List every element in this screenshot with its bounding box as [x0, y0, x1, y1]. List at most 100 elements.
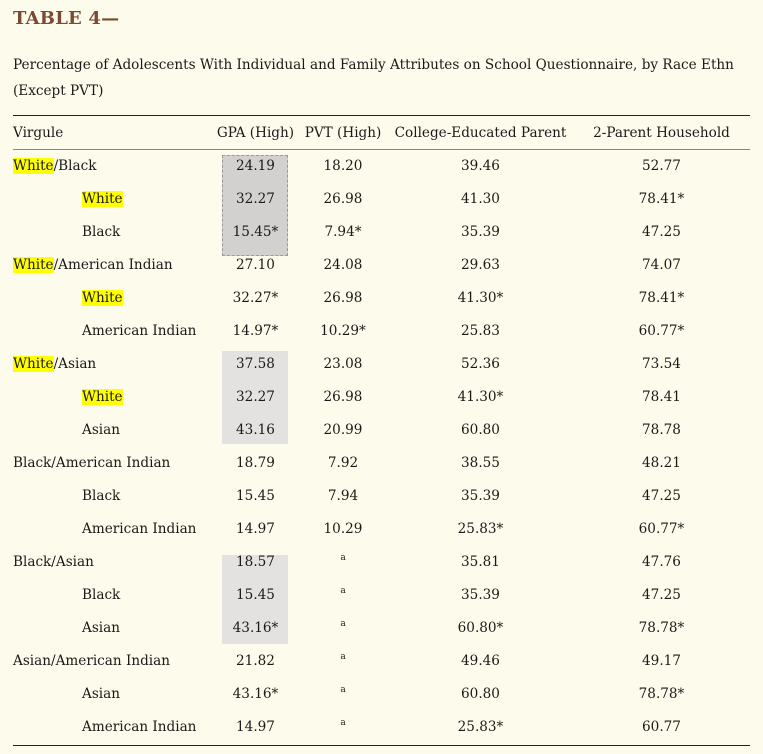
cell-pvt: a: [298, 578, 388, 611]
header-pvt: PVT (High): [304, 125, 382, 141]
cell-gpa: 14.97: [213, 512, 298, 545]
table-row: Asian 43.16* a 60.80 78.78*: [13, 677, 750, 710]
cell-pvt: 26.98: [298, 182, 388, 215]
header-virgule: Virgule: [13, 125, 64, 141]
cell-college-value: 41.30*: [457, 289, 504, 306]
cell-gpa: 21.82: [213, 644, 298, 677]
cell-college-value: 29.63: [461, 256, 500, 273]
cell-pvt-value: 10.29*: [320, 322, 366, 339]
row-label-text: Asian/American Indian: [13, 652, 171, 669]
cell-parent: 60.77: [573, 710, 750, 743]
cell-gpa-value: 14.97: [236, 718, 275, 735]
row-label: Black: [13, 578, 213, 611]
cell-gpa: 18.79: [213, 446, 298, 479]
row-label: White/Black: [13, 149, 213, 182]
cell-pvt-value: a: [340, 685, 346, 695]
table-row: Asian 43.16 20.99 60.80 78.78: [13, 413, 750, 446]
table-row: Asian/American Indian 21.82 a 49.46 49.17: [13, 644, 750, 677]
table-row: White/Asian 37.58 23.08 52.36 73.54: [13, 347, 750, 380]
cell-pvt-value: a: [340, 619, 346, 629]
row-label: Asian: [13, 677, 213, 710]
row-label-text: /Black: [53, 157, 97, 174]
cell-pvt: a: [298, 710, 388, 743]
header-college: College-Educated Parent: [394, 125, 567, 141]
cell-college-value: 35.39: [461, 586, 500, 603]
cell-parent: 60.77*: [573, 512, 750, 545]
cell-parent-value: 48.21: [642, 454, 681, 471]
cell-pvt: 7.94: [298, 479, 388, 512]
cell-parent: 48.21: [573, 446, 750, 479]
row-label-text: Black: [82, 487, 121, 504]
table-row: White/American Indian 27.10 24.08 29.63 74.0…: [13, 248, 750, 281]
gpa-highlight-box-black-asian: [222, 555, 288, 644]
cell-parent: 47.25: [573, 578, 750, 611]
cell-pvt-value: 7.94*: [324, 223, 362, 240]
row-label: Black/Asian: [13, 545, 213, 578]
cell-parent-value: 52.77: [642, 157, 681, 174]
cell-gpa-value: 24.19: [236, 157, 275, 174]
row-label: White: [13, 182, 213, 215]
cell-parent-value: 60.77: [642, 718, 681, 735]
row-label-text: Black: [82, 586, 121, 603]
highlighted-text: White: [13, 256, 54, 273]
cell-parent-value: 60.77*: [638, 322, 685, 339]
row-label-text: Black/Asian: [13, 553, 94, 570]
cell-gpa-value: 18.79: [236, 454, 275, 471]
cell-pvt-value: 18.20: [323, 157, 363, 174]
cell-pvt: 10.29: [298, 512, 388, 545]
cell-gpa: 14.97*: [213, 314, 298, 347]
table-row: Black 15.45 a 35.39 47.25: [13, 578, 750, 611]
cell-parent: 78.78*: [573, 611, 750, 644]
cell-college: 35.39: [388, 215, 573, 248]
cell-parent: 60.77*: [573, 314, 750, 347]
cell-pvt-value: 23.08: [323, 355, 363, 372]
cell-pvt: 7.92: [298, 446, 388, 479]
cell-college: 35.39: [388, 479, 573, 512]
cell-parent: 78.78*: [573, 677, 750, 710]
cell-parent: 49.17: [573, 644, 750, 677]
row-label: Asian: [13, 611, 213, 644]
row-label: American Indian: [13, 512, 213, 545]
cell-gpa-value: 21.82: [236, 652, 275, 669]
cell-parent: 47.76: [573, 545, 750, 578]
cell-college: 60.80: [388, 413, 573, 446]
cell-college: 60.80*: [388, 611, 573, 644]
row-label-text: American Indian: [82, 718, 197, 735]
cell-pvt: a: [298, 545, 388, 578]
cell-pvt-value: 7.94: [327, 487, 359, 504]
cell-gpa-value: 32.27: [236, 190, 275, 207]
gpa-highlight-box-white-asian: [222, 351, 288, 444]
cell-college-value: 39.46: [461, 157, 500, 174]
cell-college: 41.30*: [388, 380, 573, 413]
table-row: White 32.27 26.98 41.30 78.41*: [13, 182, 750, 215]
cell-gpa: 32.27: [213, 182, 298, 215]
cell-parent-value: 78.41*: [638, 190, 685, 207]
cell-college-value: 35.39: [461, 487, 500, 504]
cell-college: 35.39: [388, 578, 573, 611]
cell-gpa: 32.27*: [213, 281, 298, 314]
cell-parent: 78.78: [573, 413, 750, 446]
cell-parent: 73.54: [573, 347, 750, 380]
highlighted-text: White: [13, 355, 54, 372]
row-label-text: Black: [82, 223, 121, 240]
cell-college-value: 25.83: [461, 322, 500, 339]
row-label-text: Asian: [82, 685, 121, 702]
cell-college-value: 60.80: [461, 421, 500, 438]
cell-pvt-value: 7.92: [327, 454, 359, 471]
row-label: American Indian: [13, 314, 213, 347]
cell-pvt-value: a: [340, 586, 346, 596]
cell-parent-value: 47.76: [642, 553, 681, 570]
table-row: White 32.27* 26.98 41.30* 78.41*: [13, 281, 750, 314]
cell-college-value: 25.83*: [457, 718, 504, 735]
cell-parent: 47.25: [573, 215, 750, 248]
cell-pvt: a: [298, 611, 388, 644]
cell-gpa: 32.27: [213, 380, 298, 413]
cell-college: 41.30: [388, 182, 573, 215]
table-row: Black/American Indian 18.79 7.92 38.55 48.21: [13, 446, 750, 479]
cell-pvt: 26.98: [298, 380, 388, 413]
cell-gpa-value: 15.45: [236, 487, 275, 504]
cell-pvt: 24.08: [298, 248, 388, 281]
row-label: Asian/American Indian: [13, 644, 213, 677]
cell-college-value: 49.46: [461, 652, 500, 669]
table-header-row: Virgule GPA (High) PVT (High) College-Ed…: [13, 117, 750, 149]
